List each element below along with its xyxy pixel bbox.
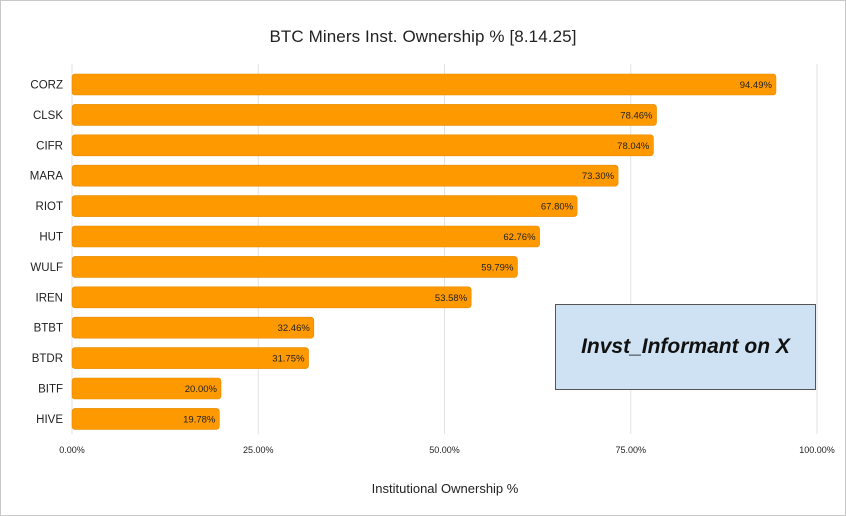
bar[interactable] [71, 256, 518, 278]
data-label: 53.58% [435, 293, 468, 304]
data-label: 67.80% [541, 202, 574, 213]
data-label: 20.00% [185, 384, 218, 395]
category-label: BTDR [32, 353, 63, 365]
category-label: HUT [39, 232, 63, 244]
bar[interactable] [71, 316, 315, 339]
x-axis-title: Institutional Ownership % [371, 481, 519, 496]
bar[interactable] [71, 104, 657, 126]
category-label: HIVE [36, 414, 63, 426]
chart-title: BTC Miners Inst. Ownership % [8.14.25] [269, 27, 577, 46]
data-label: 31.75% [272, 354, 305, 365]
bar[interactable] [71, 377, 222, 400]
data-label: 78.04% [617, 141, 650, 152]
category-label: CIFR [36, 140, 63, 152]
data-label: 59.79% [481, 262, 514, 273]
x-tick-label: 0.00% [59, 445, 85, 455]
bars [71, 73, 777, 430]
bar[interactable] [71, 408, 220, 430]
bar[interactable] [71, 347, 309, 369]
bar[interactable] [71, 195, 578, 217]
bar[interactable] [71, 164, 619, 187]
category-label: BTBT [34, 323, 63, 335]
bar[interactable] [71, 73, 777, 96]
category-label: CLSK [33, 110, 63, 122]
category-label: CORZ [30, 80, 63, 92]
data-label: 73.30% [582, 171, 615, 182]
category-label: WULF [30, 262, 63, 274]
data-label: 78.46% [620, 110, 653, 121]
x-tick-label: 50.00% [429, 445, 460, 455]
bar[interactable] [71, 286, 472, 309]
data-label: 94.49% [740, 80, 773, 91]
category-label: IREN [36, 292, 63, 304]
data-label: 62.76% [503, 232, 536, 243]
watermark-box: Invst_Informant on X [555, 304, 816, 390]
data-label: 32.46% [278, 323, 311, 334]
x-tick-label: 75.00% [615, 445, 646, 455]
category-label: BITF [38, 384, 63, 396]
category-label: RIOT [36, 201, 63, 213]
bar[interactable] [71, 134, 654, 157]
bar[interactable] [71, 225, 540, 248]
data-label: 19.78% [183, 414, 216, 425]
watermark-text: Invst_Informant on X [581, 335, 790, 358]
x-tick-label: 100.00% [799, 445, 835, 455]
category-label: MARA [30, 171, 64, 183]
labels: 0.00% 25.00% 50.00% 75.00% 100.00% CORZ 94.49%… [30, 80, 835, 456]
x-tick-label: 25.00% [243, 445, 274, 455]
